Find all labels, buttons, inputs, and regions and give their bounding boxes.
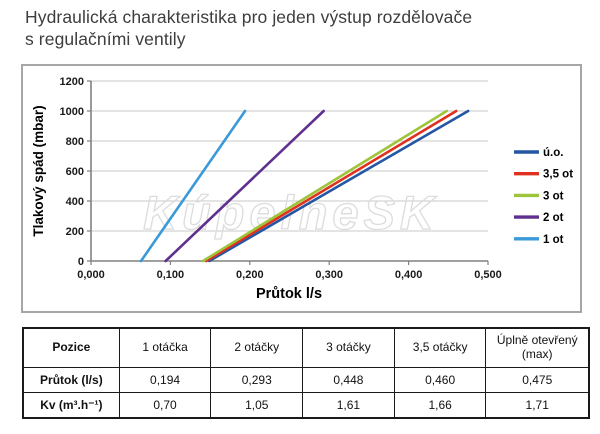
y-tick-label: 400	[66, 196, 84, 208]
table-cell: 0,475	[485, 367, 590, 393]
table-row-label: Průtok (l/s)	[22, 367, 120, 393]
table-cell: 1,71	[485, 392, 590, 419]
legend-label: ú.o.	[543, 147, 563, 159]
legend-label: 2 ot	[543, 212, 564, 224]
table-cell: 0,460	[393, 367, 487, 393]
line-chart: KúpelneSK 0 200 400 600 800 1000 1200 0,000 0,10…	[21, 64, 582, 313]
y-tick-label: 0	[78, 256, 84, 268]
y-gridlines	[91, 80, 488, 232]
x-tick-label: 0,400	[395, 269, 423, 281]
table-cell: 1,05	[210, 392, 304, 419]
table-cell: 0,70	[118, 392, 212, 419]
table-cell: 1,61	[302, 392, 395, 419]
y-tick-label: 800	[66, 136, 84, 148]
table-row: Kv (m³.h⁻¹) 0,70 1,05 1,61 1,66 1,71	[22, 392, 590, 419]
table-header-cell: 3,5 otáčky	[393, 327, 487, 368]
y-tick-label: 1200	[60, 76, 84, 88]
x-tick-label: 0,200	[236, 269, 264, 281]
table-row-label: Kv (m³.h⁻¹)	[22, 392, 120, 419]
table-cell: 0,293	[210, 367, 304, 393]
y-tick-label: 1000	[60, 106, 84, 118]
y-tick-label: 200	[66, 226, 84, 238]
series-line-ú.o.	[208, 109, 470, 263]
x-tick-label: 0,500	[474, 269, 502, 281]
table-header-cell: Úplně otevřený (max)	[485, 327, 590, 368]
y-tick-label: 600	[66, 166, 84, 178]
x-tick-label: 0,100	[157, 269, 185, 281]
axis-tick-labels: 0 200 400 600 800 1000 1200 0,000 0,100 0,200 0,30…	[60, 76, 502, 281]
figure-title-line1: Hydraulická charakteristika pro jeden vý…	[25, 7, 473, 27]
series-line-3,5 ot	[204, 109, 458, 263]
table-cell: 1,66	[393, 392, 487, 419]
table-header-cell: 1 otáčka	[118, 327, 212, 368]
table-header-row: Pozice 1 otáčka 2 otáčky 3 otáčky 3,5 otáčky…	[22, 327, 590, 368]
legend-label: 1 ot	[543, 234, 564, 246]
values-table: Pozice 1 otáčka 2 otáčky 3 otáčky 3,5 otáčky…	[22, 327, 590, 419]
x-tick-label: 0,300	[315, 269, 343, 281]
table-cell: 0,448	[302, 367, 395, 393]
table-header-cell: 3 otáčky	[302, 327, 395, 368]
series-lines	[139, 109, 470, 263]
x-axis-title: Průtok l/s	[256, 286, 322, 302]
axis-ticks	[87, 80, 489, 265]
legend-label: 3 ot	[543, 190, 564, 202]
table-row: Průtok (l/s) 0,194 0,293 0,448 0,460 0,475	[22, 367, 590, 393]
series-line-1 ot	[139, 109, 247, 263]
series-line-3 ot	[201, 109, 449, 263]
chart-legend: ú.o. 3,5 ot 3 ot 2 ot 1 ot	[514, 147, 573, 246]
table-header-cell: Pozice	[22, 327, 120, 368]
table-header-cell: 2 otáčky	[210, 327, 304, 368]
figure-title-line2: s regulačními ventily	[25, 29, 186, 50]
table-cell: 0,194	[118, 367, 212, 393]
series-line-2 ot	[164, 109, 325, 263]
y-axis-title: Tlakový spád (mbar)	[31, 105, 46, 236]
x-tick-label: 0,000	[77, 269, 105, 281]
legend-label: 3,5 ot	[543, 169, 573, 181]
figure-title: Hydraulická charakteristika pro jeden vý…	[25, 6, 472, 51]
